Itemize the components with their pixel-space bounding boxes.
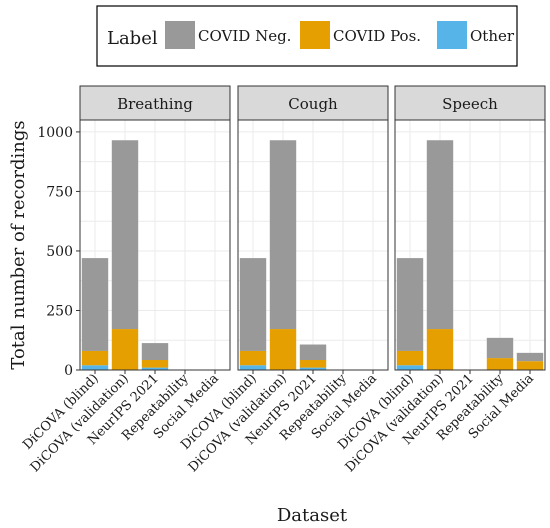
bar-speech-dicova-validation-covid-neg [426,140,454,330]
bar-speech-dicova-blind-other [396,365,424,370]
panel-title: Speech [442,95,498,113]
y-tick-label: 500 [46,244,73,260]
y-tick-label: 0 [64,363,73,379]
bar-breathing-dicova-blind-covid-neg [81,258,109,351]
bar-cough-dicova-validation-covid-neg [269,140,297,330]
legend-label-other: Other [470,27,515,45]
legend-title: Label [107,28,158,49]
bar-cough-dicova-blind-other [239,365,267,370]
panel-title: Breathing [117,95,193,113]
x-axis-label: Dataset [277,505,348,526]
bar-breathing-dicova-blind-covid-pos [81,350,109,366]
legend-label-covid-neg: COVID Neg. [198,27,291,45]
bar-speech-social-media-covid-pos [516,361,544,370]
legend-key-other [437,21,467,49]
bar-breathing-neurips-2021-covid-neg [141,343,169,360]
panel-strip [237,85,389,121]
bar-breathing-neurips-2021-other [141,367,169,370]
legend-label-covid-pos: COVID Pos. [333,27,421,45]
bar-speech-social-media-covid-neg [516,352,544,362]
legend: Label COVID Neg. COVID Pos. Other [96,5,518,67]
bar-cough-neurips-2021-covid-pos [299,360,327,368]
bar-breathing-dicova-validation-covid-neg [111,140,139,330]
bar-speech-repeatability-covid-pos [486,358,514,370]
panel-strip [79,85,231,121]
y-tick-label: 750 [46,184,73,200]
bar-speech-repeatability-covid-neg [486,337,514,359]
panel-strip [394,85,546,121]
bar-breathing-dicova-blind-other [81,365,109,370]
bar-speech-dicova-blind-covid-pos [396,350,424,366]
bar-cough-neurips-2021-other [299,367,327,370]
y-axis-label: Total number of recordings [8,120,29,369]
panel-title: Cough [288,95,338,113]
bar-speech-dicova-validation-covid-pos [426,329,454,370]
y-tick-label: 1000 [37,125,73,141]
bar-cough-dicova-blind-covid-pos [239,350,267,366]
bar-breathing-dicova-validation-covid-pos [111,329,139,370]
bar-cough-dicova-blind-covid-neg [239,258,267,351]
bar-cough-neurips-2021-covid-neg [299,344,327,360]
y-tick-label: 250 [46,303,73,319]
legend-key-covid-pos [300,21,330,49]
bar-speech-dicova-blind-covid-neg [396,258,424,351]
legend-key-covid-neg [165,21,195,49]
bar-breathing-neurips-2021-covid-pos [141,360,169,368]
bar-cough-dicova-validation-covid-pos [269,329,297,370]
